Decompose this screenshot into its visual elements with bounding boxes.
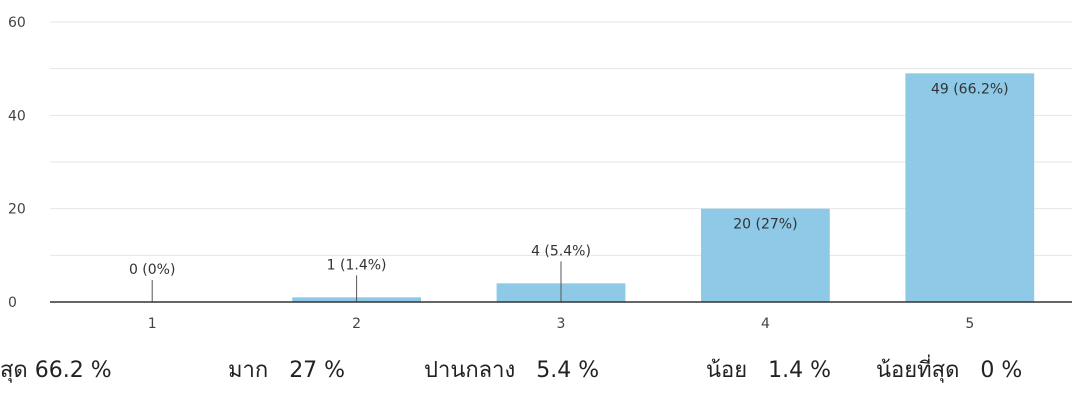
summary-value: 27 % — [289, 358, 346, 383]
grid-lines — [50, 21, 1072, 256]
x-tick-label: 3 — [557, 316, 566, 332]
data-label: 0 (0%) — [129, 262, 176, 278]
summary-label: มาก — [228, 358, 269, 383]
y-tick-label: 20 — [8, 202, 26, 218]
summary-item-low: น้อย 1.4 % — [706, 352, 831, 387]
summary-item-highest: สุด 66.2 % — [0, 352, 112, 387]
x-tick-label: 2 — [352, 316, 361, 332]
data-label: 4 (5.4%) — [531, 243, 591, 259]
data-labels: 0 (0%) 1 (1.4%) 4 (5.4%) 20 (27%) 49 (66.2%) — [129, 81, 1009, 302]
y-tick-label: 0 — [8, 295, 17, 311]
summary-label: ปานกลาง — [424, 358, 516, 383]
summary-label: สุด — [0, 358, 28, 383]
bars — [292, 73, 1035, 302]
data-label: 20 (27%) — [733, 217, 797, 233]
y-tick-label: 60 — [8, 15, 26, 31]
bar-chart: 0 20 40 60 0 (0%) 1 (1.4%) 4 (5.4%) 20 (27%) 49… — [8, 15, 1072, 332]
summary-value: 66.2 % — [34, 358, 112, 383]
summary-item-lowest: น้อยที่สุด 0 % — [876, 352, 1022, 387]
data-label: 1 (1.4%) — [327, 257, 387, 273]
bar-4 — [701, 208, 830, 302]
y-tick-label: 40 — [8, 108, 26, 124]
summary-value: 5.4 % — [536, 358, 600, 383]
summary-label: น้อยที่สุด — [876, 358, 960, 383]
summary-label: น้อย — [706, 358, 748, 383]
data-label: 49 (66.2%) — [931, 81, 1009, 97]
x-axis-ticks: 1 2 3 4 5 — [148, 316, 975, 332]
y-axis-ticks: 0 20 40 60 — [8, 15, 26, 311]
summary-value: 1.4 % — [768, 358, 832, 383]
bar-5 — [905, 73, 1035, 302]
x-tick-label: 1 — [148, 316, 157, 332]
x-tick-label: 5 — [965, 316, 974, 332]
summary-item-medium: ปานกลาง 5.4 % — [424, 352, 599, 387]
x-tick-label: 4 — [761, 316, 770, 332]
summary-value: 0 % — [980, 358, 1023, 383]
summary-item-high: มาก 27 % — [228, 352, 345, 387]
summary-row: สุด 66.2 % มาก 27 % ปานกลาง 5.4 % น้อย 1… — [0, 346, 1084, 396]
